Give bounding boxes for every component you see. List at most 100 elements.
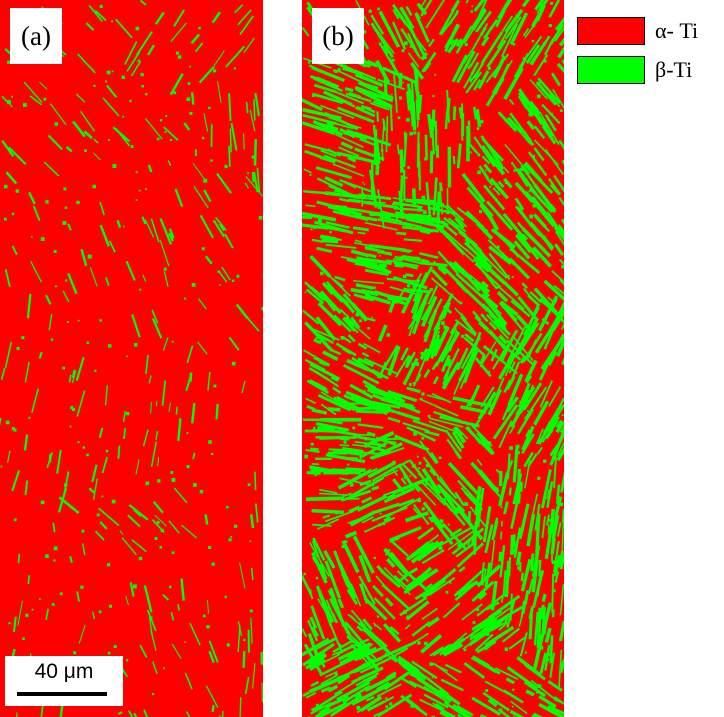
legend-item-alpha-ti: α- Ti xyxy=(577,17,698,45)
beta-phase-lath xyxy=(116,220,122,228)
beta-phase-speck xyxy=(130,145,134,149)
beta-phase-lath xyxy=(353,214,378,222)
beta-phase-speck xyxy=(478,210,482,214)
beta-phase-lath xyxy=(339,477,375,487)
beta-phase-lath xyxy=(308,675,344,694)
beta-phase-lath xyxy=(441,361,461,390)
beta-phase-lath xyxy=(474,315,490,331)
beta-phase-lath xyxy=(532,569,545,608)
beta-phase-lath xyxy=(133,712,138,717)
beta-phase-speck xyxy=(53,249,57,253)
beta-phase-lath xyxy=(501,396,514,421)
beta-phase-lath xyxy=(364,106,376,114)
beta-phase-lath xyxy=(464,238,472,245)
beta-phase-lath xyxy=(354,147,385,161)
beta-phase-lath xyxy=(528,614,533,640)
beta-phase-lath xyxy=(531,559,539,593)
beta-phase-lath xyxy=(471,23,489,52)
beta-phase-speck xyxy=(386,333,391,337)
beta-phase-lath xyxy=(499,545,506,578)
beta-phase-lath xyxy=(364,357,398,375)
beta-phase-lath xyxy=(320,497,360,501)
beta-phase-lath xyxy=(544,114,557,132)
beta-phase-lath xyxy=(302,211,337,222)
beta-phase-lath xyxy=(485,211,500,231)
beta-phase-lath xyxy=(484,524,494,554)
beta-phase-speck xyxy=(480,120,484,124)
beta-phase-lath xyxy=(325,599,337,624)
beta-phase-lath xyxy=(380,569,401,589)
beta-phase-speck xyxy=(397,116,401,120)
beta-phase-lath xyxy=(121,537,137,556)
beta-phase-speck xyxy=(421,392,425,396)
beta-phase-lath xyxy=(559,659,564,673)
beta-phase-lath xyxy=(320,403,337,416)
beta-phase-lath xyxy=(451,431,465,449)
beta-phase-lath xyxy=(315,166,352,180)
beta-phase-lath xyxy=(400,347,409,361)
beta-phase-speck xyxy=(527,410,529,412)
beta-phase-speck xyxy=(11,212,15,216)
beta-phase-lath xyxy=(453,369,466,395)
beta-phase-lath xyxy=(549,635,554,664)
beta-phase-speck xyxy=(311,94,315,97)
beta-phase-lath xyxy=(99,521,108,530)
beta-phase-lath xyxy=(197,341,208,355)
beta-phase-lath xyxy=(522,332,543,363)
beta-phase-lath xyxy=(350,208,359,212)
beta-phase-lath xyxy=(456,704,474,717)
beta-phase-lath xyxy=(39,81,48,90)
beta-phase-lath xyxy=(344,315,356,327)
beta-phase-lath xyxy=(420,304,433,322)
beta-phase-lath xyxy=(320,674,338,685)
beta-phase-lath xyxy=(533,287,564,320)
beta-phase-lath xyxy=(29,95,42,106)
beta-phase-lath xyxy=(340,141,354,150)
beta-phase-lath xyxy=(433,318,442,332)
beta-phase-lath xyxy=(68,374,72,383)
beta-phase-speck xyxy=(186,97,191,102)
beta-phase-speck xyxy=(63,187,67,191)
beta-phase-speck xyxy=(213,69,217,73)
beta-phase-lath xyxy=(237,625,241,653)
beta-phase-lath xyxy=(504,8,524,34)
beta-phase-lath xyxy=(527,578,534,595)
beta-phase-speck xyxy=(409,475,411,477)
beta-phase-lath xyxy=(427,285,439,305)
beta-phase-speck xyxy=(168,585,172,589)
beta-phase-lath xyxy=(46,452,54,469)
beta-phase-speck xyxy=(475,191,478,194)
beta-phase-speck xyxy=(536,81,541,86)
beta-phase-lath xyxy=(408,680,443,698)
beta-phase-speck xyxy=(485,689,489,692)
beta-phase-lath xyxy=(474,255,507,285)
beta-phase-speck xyxy=(380,149,384,152)
beta-phase-lath xyxy=(302,113,338,125)
beta-phase-lath xyxy=(452,396,493,409)
beta-phase-speck xyxy=(343,440,347,444)
beta-phase-lath xyxy=(474,10,492,33)
beta-phase-speck xyxy=(54,122,59,126)
beta-phase-lath xyxy=(193,185,209,209)
beta-phase-speck xyxy=(309,174,312,176)
beta-phase-speck xyxy=(374,624,376,627)
beta-phase-lath xyxy=(150,441,158,467)
beta-phase-lath xyxy=(80,248,88,267)
beta-phase-lath xyxy=(444,110,449,130)
beta-phase-lath xyxy=(366,317,376,322)
beta-phase-speck xyxy=(262,274,263,277)
beta-phase-lath xyxy=(382,44,390,55)
beta-phase-lath xyxy=(356,494,388,512)
beta-phase-lath xyxy=(372,584,384,598)
beta-phase-lath xyxy=(254,471,257,491)
beta-phase-lath xyxy=(471,580,495,603)
beta-phase-lath xyxy=(356,625,364,632)
beta-phase-speck xyxy=(438,546,443,550)
beta-phase-lath xyxy=(190,33,201,45)
beta-phase-speck xyxy=(31,608,34,611)
beta-phase-speck xyxy=(316,263,319,266)
beta-phase-lath xyxy=(306,379,330,395)
beta-phase-lath xyxy=(382,486,406,497)
beta-phase-lath xyxy=(480,616,497,629)
beta-phase-lath xyxy=(439,476,452,492)
